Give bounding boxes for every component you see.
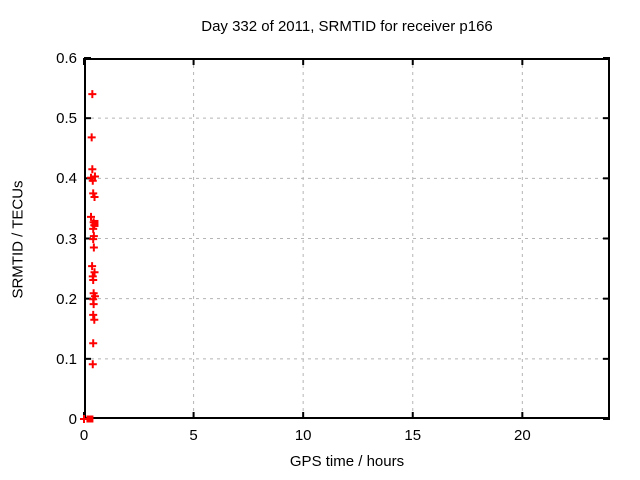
- plot-frame: [80, 57, 610, 423]
- data-point-plus: [87, 133, 96, 142]
- data-point-plus: [90, 268, 99, 277]
- data-point-square: [86, 415, 94, 423]
- data-point-plus: [88, 360, 97, 369]
- y-tick-label: 0.4: [56, 170, 77, 188]
- chart-title: Day 332 of 2011, SRMTID for receiver p16…: [201, 18, 493, 35]
- data-point-plus: [89, 235, 98, 244]
- y-tick-label: 0.5: [56, 110, 77, 128]
- x-tick-label: 15: [404, 427, 422, 444]
- data-point-plus: [89, 300, 98, 309]
- y-tick-label: 0.1: [56, 350, 77, 368]
- data-point-plus: [89, 276, 98, 285]
- y-tick-label: 0: [68, 411, 77, 428]
- data-point-square: [91, 219, 99, 227]
- data-point-plus: [90, 192, 99, 201]
- data-point-plus: [88, 262, 97, 271]
- x-tick-label: 10: [294, 427, 312, 444]
- data-point-plus: [87, 212, 96, 221]
- y-tick-label: 0.6: [56, 50, 77, 67]
- data-point-plus: [89, 339, 98, 348]
- x-axis-label: GPS time / hours: [289, 453, 405, 470]
- plot-border: [84, 58, 610, 419]
- x-tick-label: 0: [79, 427, 89, 444]
- data-point-plus: [88, 90, 97, 99]
- data-point-plus: [90, 172, 99, 181]
- x-tick-label: 5: [189, 427, 198, 444]
- x-tick-label: 20: [513, 427, 531, 444]
- plot-area: [80, 57, 610, 423]
- data-point-plus: [88, 165, 97, 174]
- data-point-plus: [89, 243, 98, 252]
- y-tick-label: 0.3: [56, 230, 77, 248]
- data-point-plus: [90, 315, 99, 324]
- y-tick-label: 0.2: [56, 290, 77, 308]
- data-point-plus: [88, 176, 97, 185]
- data-point-plus: [89, 310, 98, 319]
